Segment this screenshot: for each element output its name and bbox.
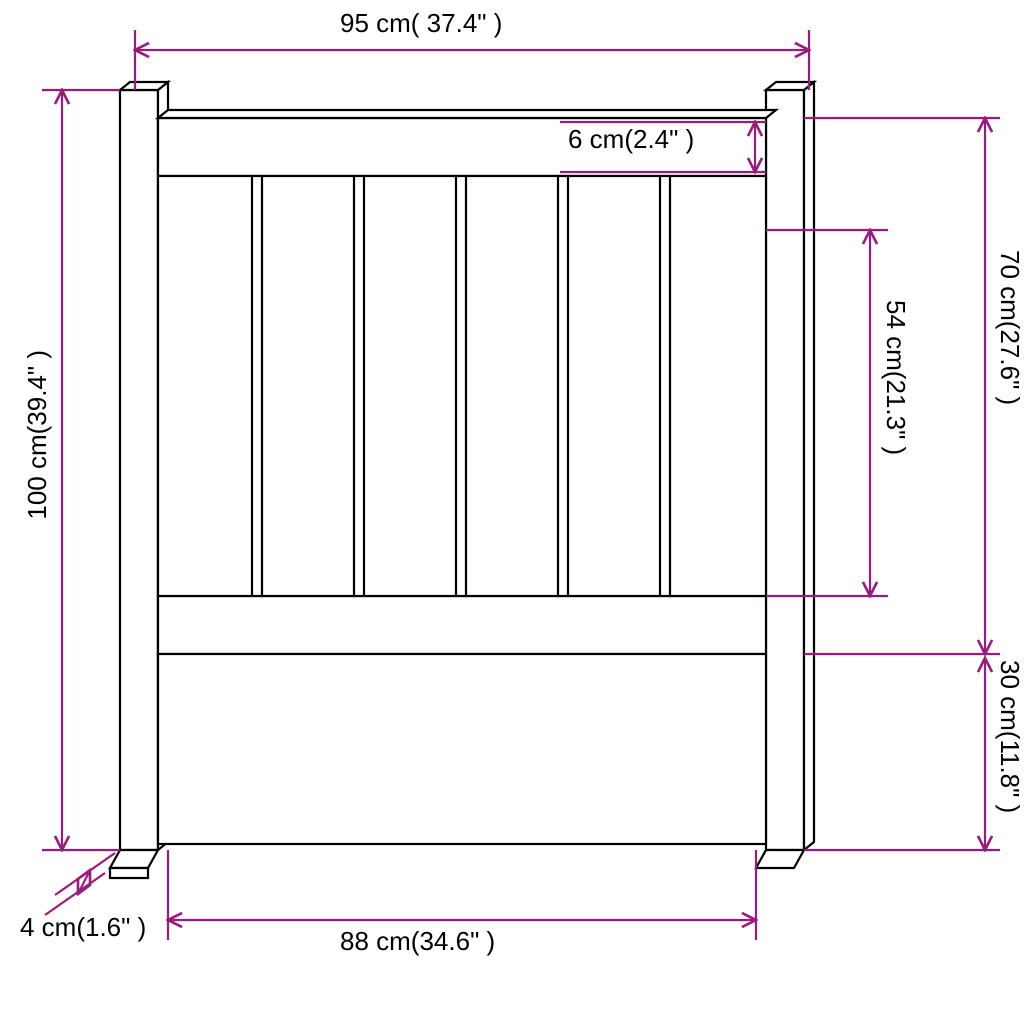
right-post: [766, 82, 814, 850]
skirt-board: [158, 654, 766, 844]
label-top-width: 95 cm( 37.4" ): [340, 8, 502, 39]
label-right-inner: 54 cm(21.3" ): [880, 300, 911, 455]
dim-top-width: [135, 30, 809, 90]
label-right-outer: 70 cm(27.6" ): [994, 250, 1024, 405]
dim-depth: [45, 853, 115, 915]
label-left-height: 100 cm(39.4" ): [22, 350, 53, 520]
dimension-drawing: [0, 0, 1024, 1024]
depth-foot: [110, 850, 158, 878]
bottom-rail: [158, 596, 766, 654]
label-bottom-width: 88 cm(34.6" ): [340, 926, 495, 957]
dim-right-bottom: [804, 658, 1000, 850]
label-right-bottom: 30 cm(11.8" ): [994, 660, 1024, 813]
label-depth: 4 cm(1.6" ): [20, 912, 146, 943]
dim-left-height: [42, 90, 120, 850]
label-rail-thickness: 6 cm(2.4" ): [568, 124, 694, 155]
headboard: [110, 82, 814, 878]
depth-foot-right: [756, 850, 804, 868]
panel-area: [158, 176, 766, 596]
